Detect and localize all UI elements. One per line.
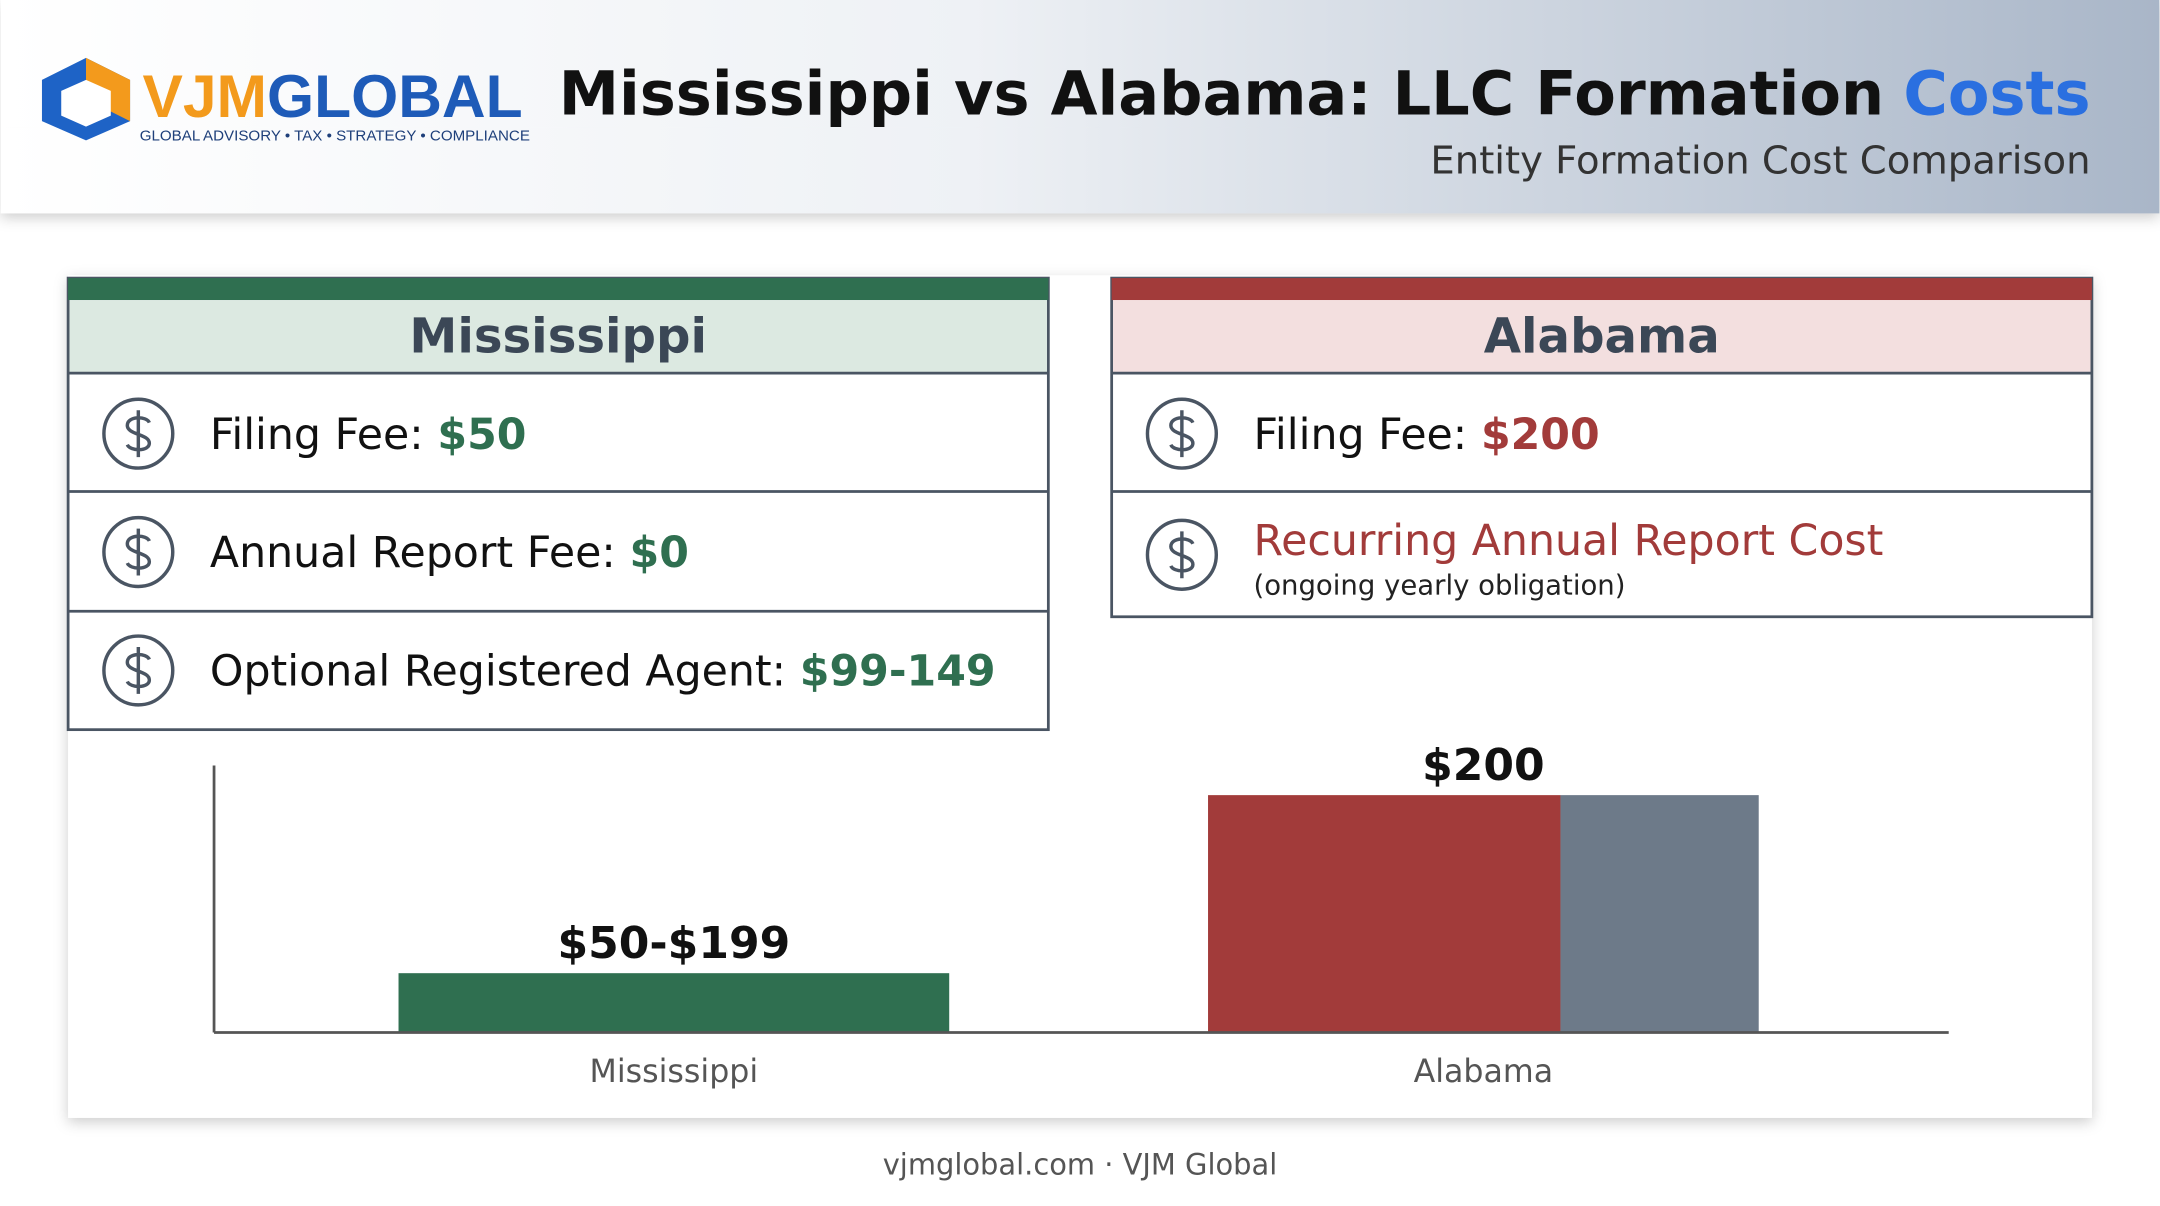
card-title: Alabama [1484, 308, 1720, 364]
row-label: Annual Report Fee: [210, 528, 616, 578]
logo-name: VJM [142, 62, 267, 130]
row-label: Filing Fee: [210, 410, 424, 460]
row-label: Optional Registered Agent: [210, 647, 786, 697]
card-alabama: Alabama Filing Fee: $200 Recurring Annual… [1110, 276, 2094, 619]
row-note: (ongoing yearly obligation) [1253, 570, 1625, 602]
row-value: $50 [437, 410, 526, 460]
row-value: $99-149 [800, 647, 996, 697]
x-tick-label: Alabama [1414, 1054, 1554, 1090]
value-label: $50-$199 [557, 918, 790, 969]
logo-tagline: GLOBAL ADVISORY • TAX • STRATEGY • COMPL… [140, 127, 530, 144]
title-highlight: Costs [1903, 59, 2090, 129]
row-label: Recurring Annual Report Cost [1253, 516, 1883, 566]
logo: VJMGLOBAL GLOBAL ADVISORY • TAX • STRATE… [41, 57, 530, 144]
card-title: Mississippi [409, 308, 707, 364]
x-tick-label: Mississippi [590, 1054, 759, 1090]
value-label: $200 [1422, 740, 1545, 791]
row: Optional Registered Agent: $99-149 [210, 647, 996, 697]
bar-chart: $50-$199 Mississippi $200 Alabama [212, 740, 1949, 1090]
header [0, 0, 2160, 214]
row-value: $200 [1481, 410, 1600, 460]
logo-name: GLOBAL [267, 62, 523, 130]
footer: vjmglobal.com · VJM Global [883, 1147, 1278, 1181]
svg-text:VJMGLOBAL: VJMGLOBAL [142, 62, 522, 130]
row: Filing Fee: $50 [210, 410, 527, 460]
row: Filing Fee: $200 [1253, 410, 1599, 460]
bar [398, 973, 950, 1033]
card-mississippi: Mississippi Filing Fee: $50 Annual Report… [66, 276, 1050, 732]
row-label: Filing Fee: [1253, 410, 1467, 460]
title: Mississippi vs Alabama: LLC Formation Cos… [559, 59, 2091, 129]
bar [1208, 795, 1561, 1033]
row-value: $0 [630, 528, 689, 578]
subtitle: Entity Formation Cost Comparison [1430, 138, 2090, 183]
bar [1560, 795, 1759, 1033]
title-text: Mississippi vs Alabama: LLC Formation [559, 59, 1884, 129]
row: Annual Report Fee: $0 [210, 528, 689, 578]
